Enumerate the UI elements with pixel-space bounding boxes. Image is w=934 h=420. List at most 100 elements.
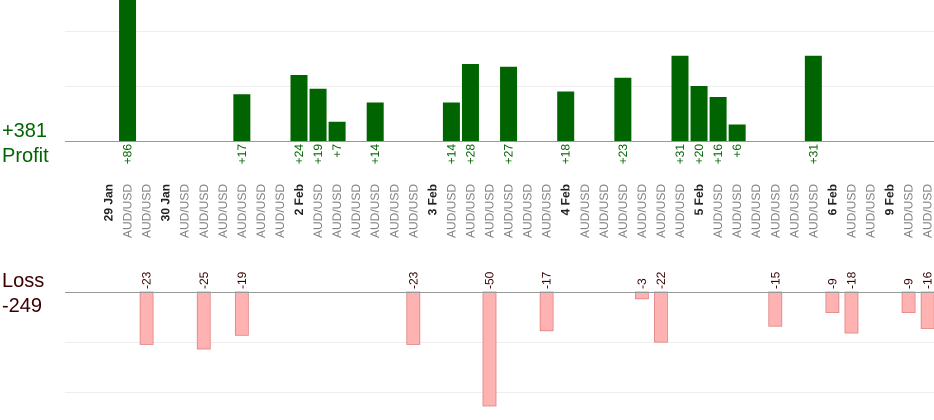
loss-bar — [844, 291, 859, 334]
trade-pair-label: AUD/USD — [140, 184, 154, 238]
trade-pair-label: AUD/USD — [273, 184, 287, 238]
trade-pair-label: AUD/USD — [806, 184, 820, 238]
trade-pair-label: AUD/USD — [730, 184, 744, 238]
trade-pair-label: AUD/USD — [921, 184, 934, 238]
profit-bar — [671, 55, 689, 141]
loss-value-label: -23 — [140, 271, 154, 289]
profit-value-label: +17 — [235, 144, 249, 165]
loss-value-label: -16 — [921, 271, 934, 289]
loss-value-label: -15 — [768, 271, 782, 289]
profit-value-label: +31 — [673, 144, 687, 165]
trade-pair-label: AUD/USD — [349, 184, 363, 238]
loss-value-label: -18 — [844, 271, 858, 289]
loss-bar — [825, 291, 840, 313]
trade-pair-label: AUD/USD — [902, 184, 916, 238]
loss-value-label: -19 — [235, 271, 249, 289]
date-label: 29 Jan — [102, 184, 116, 221]
loss-value-label: -22 — [654, 271, 668, 289]
trade-pair-label: AUD/USD — [768, 184, 782, 238]
profit-value-label: +6 — [730, 144, 744, 158]
trade-pair-label: AUD/USD — [864, 184, 878, 238]
loss-label: Loss — [2, 270, 45, 292]
loss-bar — [482, 291, 497, 407]
loss-value-label: -9 — [902, 278, 916, 289]
trade-pair-label: AUD/USD — [616, 184, 630, 238]
profit-value-label: +18 — [559, 144, 573, 165]
trade-pair-label: AUD/USD — [787, 184, 801, 238]
profit-value-label: +14 — [444, 144, 458, 165]
profit-value-label: +19 — [311, 144, 325, 165]
loss-value-label: -17 — [540, 271, 554, 289]
profit-bar — [461, 64, 479, 141]
profit-value-label: +23 — [616, 144, 630, 165]
profit-bar — [442, 102, 460, 141]
trade-pair-label: AUD/USD — [216, 184, 230, 238]
profit-value-label: +28 — [463, 144, 477, 165]
date-label: 30 Jan — [159, 184, 173, 221]
trade-pair-label: AUD/USD — [635, 184, 649, 238]
trade-pair-label: AUD/USD — [540, 184, 554, 238]
trade-pair-label: AUD/USD — [311, 184, 325, 238]
trade-pair-label: AUD/USD — [844, 184, 858, 238]
trade-pair-label: AUD/USD — [444, 184, 458, 238]
profit-value-label: +24 — [292, 144, 306, 165]
profit-value-label: +31 — [806, 144, 820, 165]
trade-pair-label: AUD/USD — [197, 184, 211, 238]
trade-pair-label: AUD/USD — [483, 184, 497, 238]
profit-bar — [328, 121, 346, 141]
loss-total: -249 — [2, 295, 43, 317]
date-label: 5 Feb — [692, 184, 706, 215]
loss-bar — [406, 291, 421, 345]
loss-bar — [539, 291, 554, 332]
loss-bar — [920, 291, 934, 329]
profit-value-label: +20 — [692, 144, 706, 165]
trade-pair-label: AUD/USD — [749, 184, 763, 238]
profit-value-label: +14 — [368, 144, 382, 165]
date-label: 4 Feb — [559, 184, 573, 215]
profit-bar — [290, 75, 308, 141]
date-label: 9 Feb — [883, 184, 897, 215]
loss-bar — [139, 291, 154, 345]
loss-value-label: -50 — [483, 271, 497, 289]
profit-bar — [614, 77, 632, 141]
trade-pair-label: AUD/USD — [521, 184, 535, 238]
loss-value-label: -25 — [197, 271, 211, 289]
trade-pair-label: AUD/USD — [368, 184, 382, 238]
date-label: 2 Feb — [292, 184, 306, 215]
trade-pair-label: AUD/USD — [597, 184, 611, 238]
trade-pair-label: AUD/USD — [463, 184, 477, 238]
profit-value-label: +27 — [502, 144, 516, 165]
date-label: 3 Feb — [425, 184, 439, 215]
profit-bar — [728, 124, 746, 141]
loss-bar — [635, 291, 649, 300]
loss-bar — [196, 291, 211, 350]
loss-value-label: -3 — [635, 278, 649, 289]
profit-bar — [709, 97, 727, 141]
profit-bar — [119, 0, 137, 141]
loss-value-label: -23 — [406, 271, 420, 289]
trade-pair-label: AUD/USD — [121, 184, 135, 238]
trade-pair-label: AUD/USD — [330, 184, 344, 238]
profit-value-label: +86 — [121, 144, 135, 165]
profit-bar — [309, 88, 327, 141]
trade-pair-label: AUD/USD — [502, 184, 516, 238]
loss-bar — [654, 291, 668, 343]
trade-pair-label: AUD/USD — [578, 184, 592, 238]
profit-value-label: +7 — [330, 144, 344, 158]
trade-pair-label: AUD/USD — [654, 184, 668, 238]
profit-bar — [500, 66, 518, 141]
trade-pair-label: AUD/USD — [178, 184, 192, 238]
profit-bar — [233, 94, 251, 141]
loss-bar — [234, 291, 249, 336]
profit-bar — [366, 102, 384, 141]
trade-pair-label: AUD/USD — [235, 184, 249, 238]
profit-total: +381 — [2, 120, 48, 142]
profit-bar — [804, 55, 822, 141]
profit-bar — [557, 91, 575, 141]
trade-pair-label: AUD/USD — [254, 184, 268, 238]
date-label: 6 Feb — [825, 184, 839, 215]
loss-bar — [768, 291, 783, 327]
loss-value-label: -9 — [825, 278, 839, 289]
loss-bar — [901, 291, 916, 313]
